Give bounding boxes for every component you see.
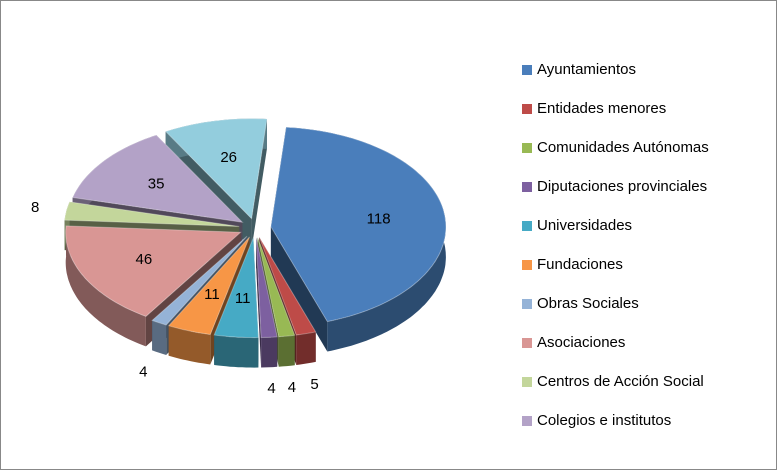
legend-swatch — [522, 104, 532, 114]
legend-label: Colegios e institutos — [537, 412, 671, 429]
data-label: 46 — [135, 251, 152, 268]
legend-swatch — [522, 143, 532, 153]
data-label: 4 — [267, 380, 275, 397]
slice — [258, 237, 317, 336]
slice-side — [152, 320, 167, 355]
data-label: 35 — [148, 175, 165, 192]
data-label: 4 — [288, 379, 296, 396]
data-label: 4 — [139, 363, 147, 380]
legend-label: Ayuntamientos — [537, 61, 636, 78]
legend-swatch — [522, 338, 532, 348]
slice-side — [168, 325, 211, 365]
data-label: 118 — [367, 210, 391, 227]
slice — [164, 118, 268, 220]
legend-swatch — [522, 377, 532, 387]
slice-side — [256, 237, 262, 368]
data-label: 8 — [31, 199, 39, 216]
data-label: 26 — [220, 149, 237, 166]
slice — [64, 201, 240, 227]
slice — [71, 134, 244, 223]
slice — [213, 237, 259, 339]
legend-swatch — [522, 260, 532, 270]
legend-label: Entidades menores — [537, 100, 666, 117]
legend-label: Obras Sociales — [537, 295, 639, 312]
slice — [65, 225, 242, 317]
legend-swatch — [522, 182, 532, 192]
slice-side — [214, 335, 259, 368]
slice-side — [65, 225, 146, 347]
slice — [270, 126, 447, 323]
legend-label: Comunidades Autónomas — [537, 139, 709, 156]
slice — [255, 237, 278, 339]
legend-swatch — [522, 65, 532, 75]
slice-side — [270, 226, 328, 352]
legend-swatch — [522, 416, 532, 426]
slice — [151, 235, 248, 326]
slice-side — [296, 331, 316, 365]
legend-swatch — [522, 299, 532, 309]
data-label: 5 — [310, 376, 318, 393]
slice — [257, 237, 296, 338]
data-label: 11 — [204, 286, 220, 303]
data-label: 11 — [235, 290, 251, 307]
slice-side — [278, 335, 295, 367]
legend-label: Asociaciones — [537, 334, 625, 351]
slice-side — [261, 336, 278, 368]
legend-label: Diputaciones provinciales — [537, 178, 707, 195]
slice-side — [251, 119, 267, 249]
legend-label: Universidades — [537, 217, 632, 234]
legend-label: Fundaciones — [537, 256, 623, 273]
slice — [167, 236, 250, 336]
legend-swatch — [522, 221, 532, 231]
legend-label: Centros de Acción Social — [537, 373, 704, 390]
